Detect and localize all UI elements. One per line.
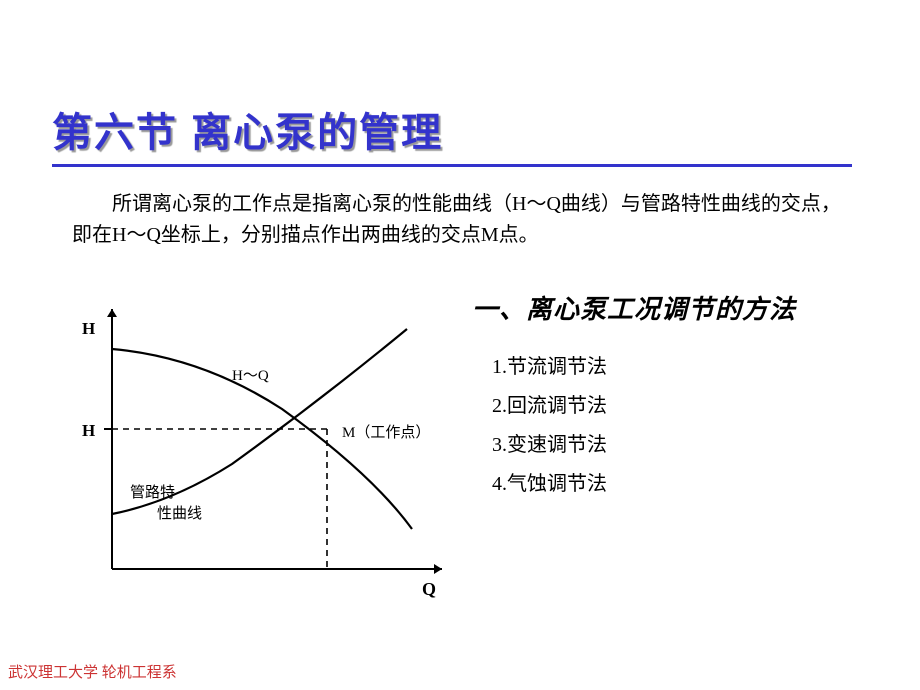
section-heading: 一、离心泵工况调节的方法 <box>472 289 852 326</box>
method-item: 1.节流调节法 <box>492 348 852 387</box>
methods-column: 一、离心泵工况调节的方法 1.节流调节法 2.回流调节法 3.变速调节法 4.气… <box>472 289 852 599</box>
pipe-curve-label-2: 性曲线 <box>157 502 202 523</box>
method-item: 4.气蚀调节法 <box>492 465 852 504</box>
operating-point-label: M（工作点） <box>342 421 430 442</box>
footer: 武汉理工大学 轮机工程系 <box>8 661 177 682</box>
content-row: H Q H～Q 管路特 性曲线 M（工作点） H 一、离心泵工况调节的方法 1.… <box>52 289 852 599</box>
h-tick-label: H <box>82 421 95 441</box>
diagram-svg <box>52 289 462 599</box>
slide-title: 第六节 离心泵的管理 <box>52 100 852 167</box>
method-item: 3.变速调节法 <box>492 426 852 465</box>
slide: 第六节 离心泵的管理 所谓离心泵的工作点是指离心泵的性能曲线（H～Q曲线）与管路… <box>0 0 920 690</box>
hq-curve-label: H～Q <box>232 364 269 385</box>
hq-diagram: H Q H～Q 管路特 性曲线 M（工作点） H <box>52 289 462 599</box>
x-axis-label: Q <box>422 579 436 600</box>
intro-paragraph: 所谓离心泵的工作点是指离心泵的性能曲线（H～Q曲线）与管路特性曲线的交点，即在H… <box>52 189 852 251</box>
method-list: 1.节流调节法 2.回流调节法 3.变速调节法 4.气蚀调节法 <box>472 348 852 504</box>
pipe-curve-label-1: 管路特 <box>130 481 175 502</box>
y-axis-label: H <box>82 319 95 339</box>
method-item: 2.回流调节法 <box>492 387 852 426</box>
